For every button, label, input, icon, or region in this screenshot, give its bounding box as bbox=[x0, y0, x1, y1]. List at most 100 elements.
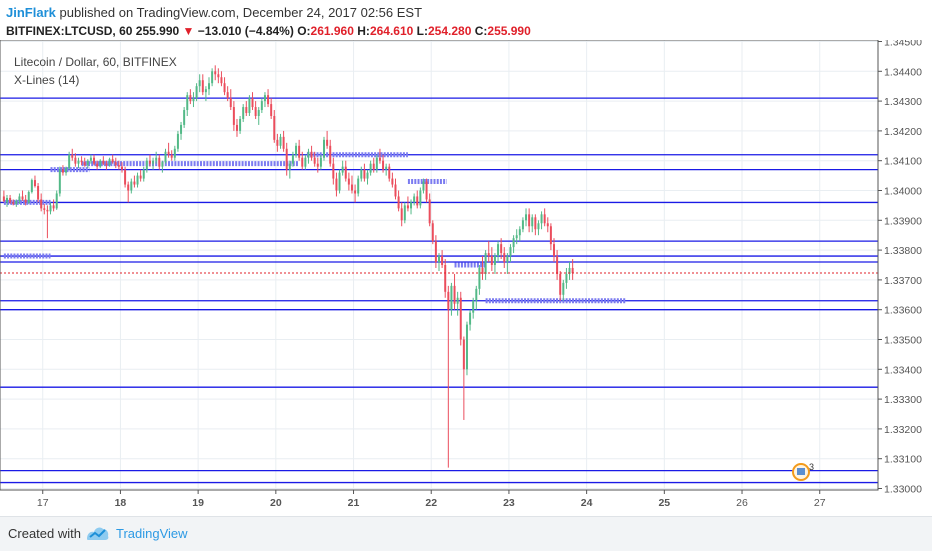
candle-body bbox=[235, 124, 238, 131]
candle-body bbox=[447, 291, 450, 310]
candle-body bbox=[142, 169, 145, 179]
y-tick-label: 1.33500 bbox=[884, 335, 922, 347]
candle-body bbox=[438, 256, 440, 263]
candle-body bbox=[279, 136, 282, 146]
y-tick-label: 1.33000 bbox=[884, 484, 922, 496]
candle-body bbox=[397, 196, 400, 209]
candle-body bbox=[304, 157, 307, 167]
flag-icon bbox=[797, 468, 805, 475]
candle-body bbox=[145, 160, 148, 170]
candle-body bbox=[173, 148, 176, 158]
candle-body bbox=[232, 107, 235, 125]
candle-body bbox=[52, 205, 55, 209]
low-label: L: bbox=[416, 24, 428, 38]
candle-body bbox=[2, 196, 5, 201]
candle-body bbox=[419, 190, 422, 206]
candle-body bbox=[9, 197, 12, 203]
candle-body bbox=[459, 297, 462, 340]
close-label: C: bbox=[474, 24, 488, 38]
candle-body bbox=[46, 209, 49, 212]
candle-body bbox=[285, 148, 288, 170]
candle-body bbox=[40, 199, 43, 209]
candle-body bbox=[133, 181, 136, 185]
candle-body bbox=[481, 267, 484, 274]
candle-body bbox=[183, 110, 186, 125]
price-chart[interactable]: 1.34500 1.34400 1.34300 1.34200 1.34100 1.340… bbox=[0, 40, 932, 516]
candle-body bbox=[341, 166, 344, 173]
candle-body bbox=[167, 151, 170, 155]
candle-body bbox=[99, 160, 102, 167]
candle-body bbox=[350, 184, 353, 191]
ohlc-line: BITFINEX:LTCUSD, 60 255.990 ▼ −13.010 (−… bbox=[6, 22, 926, 40]
author-link[interactable]: JinFlark bbox=[6, 5, 56, 20]
price-axis[interactable]: 1.34500 1.34400 1.34300 1.34200 1.34100 1.340… bbox=[878, 40, 922, 496]
candle-body bbox=[291, 154, 294, 164]
candle-body bbox=[257, 110, 260, 116]
plot-border bbox=[0, 40, 879, 491]
candle-body bbox=[267, 95, 270, 105]
candle-body bbox=[242, 107, 245, 119]
candle-body bbox=[295, 145, 298, 155]
y-tick-label: 1.34200 bbox=[884, 126, 922, 138]
candle-body bbox=[139, 175, 142, 179]
time-axis[interactable]: 17 18 19 20 21 22 23 24 25 26 27 bbox=[37, 490, 826, 509]
candle-body bbox=[484, 253, 487, 274]
candle-body bbox=[549, 226, 552, 245]
events-badge[interactable]: 3 bbox=[792, 462, 814, 481]
candle-body bbox=[208, 83, 211, 90]
candlesticks bbox=[2, 65, 574, 468]
candle-body bbox=[65, 168, 68, 173]
candle-body bbox=[239, 118, 242, 131]
candle-body bbox=[310, 151, 313, 158]
y-tick-label: 1.34400 bbox=[884, 66, 922, 78]
candle-body bbox=[410, 202, 413, 209]
candle-body bbox=[27, 191, 30, 203]
candle-body bbox=[282, 136, 285, 149]
candle-body bbox=[444, 265, 447, 292]
candle-body bbox=[537, 223, 540, 230]
candle-body bbox=[556, 256, 559, 274]
x-tick-label: 17 bbox=[37, 497, 49, 509]
candle-body bbox=[254, 107, 257, 116]
candle-body bbox=[475, 288, 478, 301]
candle-body bbox=[55, 193, 58, 209]
candle-body bbox=[456, 297, 459, 304]
candle-body bbox=[512, 238, 515, 248]
candle-body bbox=[288, 163, 291, 170]
candle-body bbox=[478, 267, 481, 289]
candle-body bbox=[391, 178, 394, 185]
tradingview-link[interactable]: TradingView bbox=[116, 526, 188, 541]
grid bbox=[0, 40, 878, 490]
y-tick-label: 1.34500 bbox=[884, 40, 922, 48]
y-tick-label: 1.34300 bbox=[884, 96, 922, 108]
candle-body bbox=[120, 166, 123, 170]
candle-body bbox=[388, 166, 391, 179]
candle-body bbox=[155, 157, 158, 161]
y-tick-label: 1.33900 bbox=[884, 215, 922, 227]
x-tick-label: 19 bbox=[192, 497, 204, 509]
candle-body bbox=[276, 139, 279, 146]
candle-body bbox=[506, 256, 509, 263]
candle-body bbox=[431, 223, 434, 242]
tradingview-logo-icon[interactable] bbox=[85, 524, 111, 542]
candle-body bbox=[329, 145, 332, 164]
candle-body bbox=[369, 163, 372, 173]
candle-body bbox=[465, 324, 468, 370]
candle-body bbox=[332, 163, 335, 179]
candle-body bbox=[105, 163, 108, 166]
y-tick-label: 1.33600 bbox=[884, 305, 922, 317]
candle-body bbox=[366, 172, 369, 179]
candle-body bbox=[394, 184, 397, 197]
down-arrow-icon: ▼ bbox=[182, 24, 195, 38]
candle-body bbox=[434, 241, 437, 263]
candle-body bbox=[298, 145, 301, 158]
candle-body bbox=[406, 205, 409, 209]
symbol-label[interactable]: BITFINEX:LTCUSD, 60 bbox=[6, 24, 133, 38]
candle-body bbox=[497, 244, 500, 257]
candle-body bbox=[248, 98, 251, 114]
legend-indicator[interactable]: X-Lines (14) bbox=[14, 73, 79, 87]
candle-body bbox=[204, 89, 207, 93]
candle-body bbox=[425, 181, 428, 200]
candle-body bbox=[192, 98, 195, 102]
candle-body bbox=[80, 160, 83, 163]
